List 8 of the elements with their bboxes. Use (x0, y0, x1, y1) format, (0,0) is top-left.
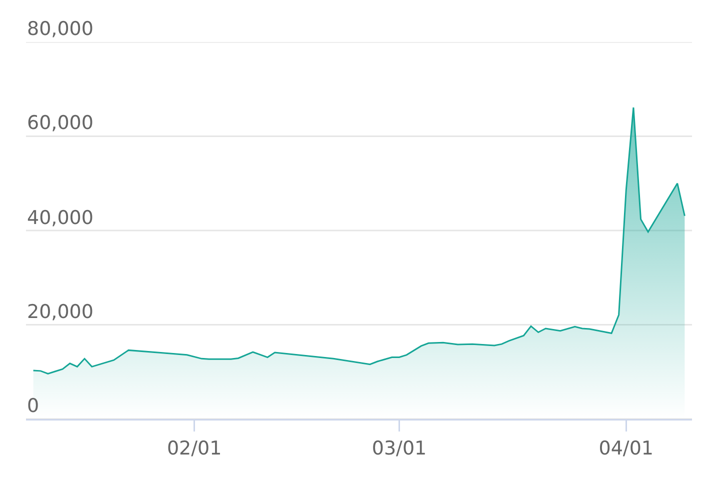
y-tick-label: 60,000 (27, 112, 94, 134)
x-tick-label: 04/01 (598, 437, 654, 460)
y-tick-label: 0 (27, 395, 40, 417)
y-tick-label: 80,000 (27, 18, 94, 40)
y-tick-label: 40,000 (27, 207, 94, 229)
x-tick-label: 03/01 (372, 437, 427, 460)
x-tick-label: 02/01 (166, 437, 222, 460)
y-tick-label: 20,000 (27, 301, 94, 323)
